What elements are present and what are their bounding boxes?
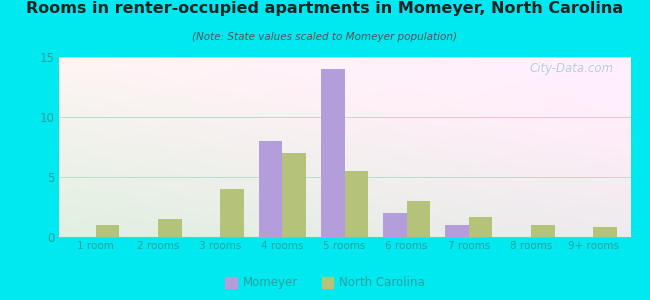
Text: (Note: State values scaled to Momeyer population): (Note: State values scaled to Momeyer po… bbox=[192, 32, 458, 41]
Bar bbox=[282, 153, 306, 237]
Bar bbox=[321, 69, 345, 237]
Bar bbox=[407, 201, 430, 237]
Bar bbox=[220, 189, 244, 237]
Text: City-Data.com: City-Data.com bbox=[529, 62, 614, 75]
Bar bbox=[469, 217, 493, 237]
Bar bbox=[344, 171, 368, 237]
Text: Rooms in renter-occupied apartments in Momeyer, North Carolina: Rooms in renter-occupied apartments in M… bbox=[27, 2, 623, 16]
Bar bbox=[531, 225, 554, 237]
Bar bbox=[593, 227, 617, 237]
Bar bbox=[158, 219, 181, 237]
Bar bbox=[259, 141, 282, 237]
Bar bbox=[96, 225, 120, 237]
Bar bbox=[445, 225, 469, 237]
Bar bbox=[383, 213, 407, 237]
Legend: Momeyer, North Carolina: Momeyer, North Carolina bbox=[220, 272, 430, 294]
